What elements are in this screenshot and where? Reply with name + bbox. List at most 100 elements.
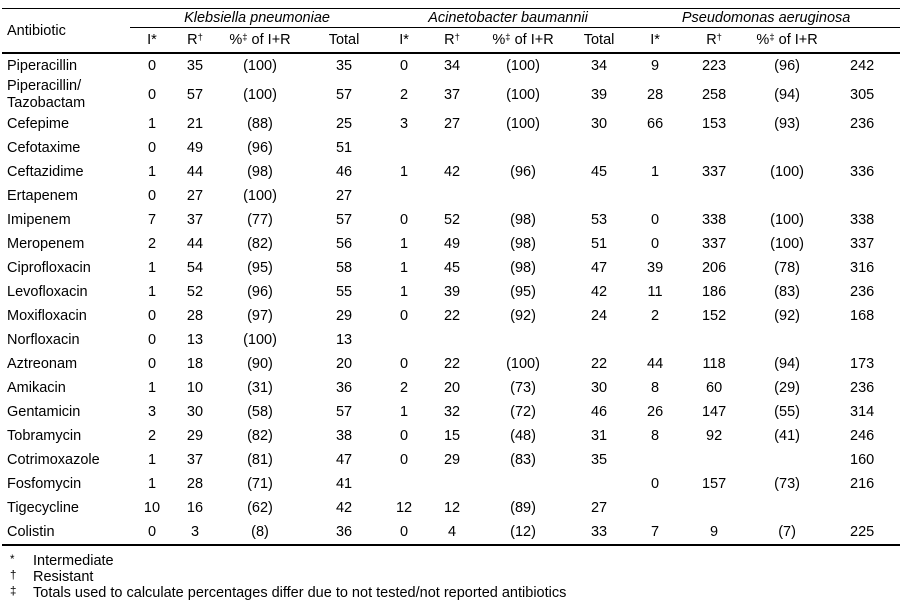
- value-cell: (29): [774, 379, 800, 396]
- table-row: Piperacillin 0 35 (100) 35 0 34 (100) 34 9 223 (96)…: [2, 53, 900, 78]
- value-cell: 4: [424, 520, 481, 546]
- value-cell: 39: [647, 259, 664, 276]
- value-cell: 316: [850, 259, 875, 276]
- table-row: Ciprofloxacin 1 54 (95) 58 1 45 (98) 47 39 206 (78)…: [2, 256, 900, 280]
- measure-header-row: I* R† %‡ of I+R Total I* R† %‡ of I+R Total I* R†…: [2, 27, 900, 54]
- value-cell: 1: [399, 283, 409, 300]
- value-cell: 45: [443, 259, 461, 276]
- value-cell: 47: [590, 259, 608, 276]
- value-cell: 32: [443, 403, 461, 420]
- value-cell: 54: [186, 259, 204, 276]
- value-cell: 47: [335, 451, 353, 468]
- value-cell: (41): [774, 427, 800, 444]
- antibiotic-name-cell: Levofloxacin: [7, 283, 88, 300]
- subheader-cell: R†: [424, 27, 481, 54]
- antibiotic-name-cell: Aztreonam: [7, 355, 78, 372]
- value-cell: 236: [850, 115, 875, 132]
- antibiotic-name-cell: Tigecycline: [7, 499, 79, 516]
- value-cell: 27: [590, 499, 608, 516]
- value-cell: 1: [399, 403, 409, 420]
- value-cell: 15: [443, 427, 461, 444]
- value-cell: [824, 184, 900, 208]
- table-row: Moxifloxacin 0 28 (97) 29 0 22 (92) 24 2 152 (92) 16…: [2, 304, 900, 328]
- value-cell: 242: [850, 57, 875, 74]
- value-cell: 186: [701, 283, 727, 300]
- value-cell: 0: [399, 355, 409, 372]
- antibiotic-name-cell: Ciprofloxacin: [7, 259, 91, 276]
- table-row: Cefepime 1 21 (88) 25 3 27 (100) 30 66 153 (93) 236: [2, 112, 900, 136]
- value-cell: 57: [335, 211, 353, 228]
- value-cell: (93): [774, 115, 800, 132]
- footnote-marker-asterisk: *: [10, 554, 15, 566]
- value-cell: 22: [443, 307, 461, 324]
- value-cell: 1: [399, 235, 409, 252]
- value-cell: (89): [510, 499, 536, 516]
- table-row: Cotrimoxazole 1 37 (81) 47 0 29 (83) 35 160: [2, 448, 900, 472]
- value-cell: 20: [335, 355, 353, 372]
- value-cell: 20: [443, 379, 461, 396]
- value-cell: 30: [590, 115, 608, 132]
- value-cell: (48): [510, 427, 536, 444]
- value-cell: 39: [443, 283, 461, 300]
- value-cell: 38: [335, 427, 353, 444]
- value-cell: 37: [443, 86, 461, 103]
- table-row: Fosfomycin 1 28 (71) 41 0 157 (73) 216: [2, 472, 900, 496]
- value-cell: (100): [243, 331, 277, 348]
- value-cell: 27: [186, 187, 204, 204]
- value-cell: (73): [774, 475, 800, 492]
- value-cell: 314: [850, 403, 875, 420]
- antibiotic-name-cell: Colistin: [2, 520, 130, 546]
- value-cell: 29: [186, 427, 204, 444]
- table-row: Colistin 0 3 (8) 36 0 4 (12) 33 7 9 (7) 225: [2, 520, 900, 546]
- value-cell: 11: [647, 283, 663, 300]
- value-cell: 152: [701, 307, 727, 324]
- value-cell: 173: [850, 355, 875, 372]
- value-cell: 29: [335, 307, 353, 324]
- subheader-cell: %‡ of I+R: [216, 27, 304, 54]
- group-header-klebsiella-pneumoniae: Klebsiella pneumoniae: [130, 8, 385, 28]
- value-cell: (100): [506, 86, 540, 103]
- subheader-cell: I*: [130, 27, 174, 54]
- value-cell: [678, 448, 750, 472]
- footnotes: * Intermediate † Resistant ‡ Totals used…: [2, 553, 899, 601]
- value-cell: 57: [186, 86, 204, 103]
- value-cell: (98): [510, 259, 536, 276]
- value-cell: 2: [147, 235, 157, 252]
- value-cell: (82): [247, 235, 273, 252]
- value-cell: (55): [774, 403, 800, 420]
- value-cell: 51: [335, 139, 353, 156]
- footnote-marker-dagger: †: [10, 570, 17, 582]
- value-cell: 49: [186, 139, 204, 156]
- value-cell: (100): [770, 163, 804, 180]
- footnote-text: Intermediate: [33, 553, 114, 569]
- value-cell: 35: [590, 451, 608, 468]
- table-row: Aztreonam 0 18 (90) 20 0 22 (100) 22 44 118 (94) 173: [2, 352, 900, 376]
- antibiotic-name-cell: Tobramycin: [7, 427, 82, 444]
- value-cell: 1: [147, 379, 157, 396]
- value-cell: 33: [566, 520, 633, 546]
- value-cell: 3: [174, 520, 216, 546]
- table-row: Cefotaxime 0 49 (96) 51: [2, 136, 900, 160]
- value-cell: 46: [590, 403, 608, 420]
- table-row: Levofloxacin 1 52 (96) 55 1 39 (95) 42 11 186 (83) 2…: [2, 280, 900, 304]
- value-cell: (62): [247, 499, 273, 516]
- antibiotic-name-cell: Fosfomycin: [7, 475, 82, 492]
- footnote-text: Resistant: [33, 569, 94, 585]
- value-cell: 168: [850, 307, 875, 324]
- value-cell: (83): [774, 283, 800, 300]
- value-cell: 153: [701, 115, 727, 132]
- value-cell: 26: [647, 403, 664, 420]
- value-cell: 10: [186, 379, 204, 396]
- value-cell: 0: [147, 187, 157, 204]
- value-cell: 22: [443, 355, 461, 372]
- value-cell: (77): [247, 211, 273, 228]
- table-row: Meropenem 2 44 (82) 56 1 49 (98) 51 0 337 (100) 337: [2, 232, 900, 256]
- value-cell: 92: [706, 427, 723, 444]
- antibiotic-name-cell: Piperacillin: [7, 57, 78, 74]
- value-cell: (95): [510, 283, 536, 300]
- value-cell: 9: [678, 520, 751, 546]
- value-cell: 44: [647, 355, 664, 372]
- value-cell: 2: [651, 307, 660, 324]
- antibiotic-name-cell: Cotrimoxazole: [7, 451, 100, 468]
- value-cell: 21: [186, 115, 204, 132]
